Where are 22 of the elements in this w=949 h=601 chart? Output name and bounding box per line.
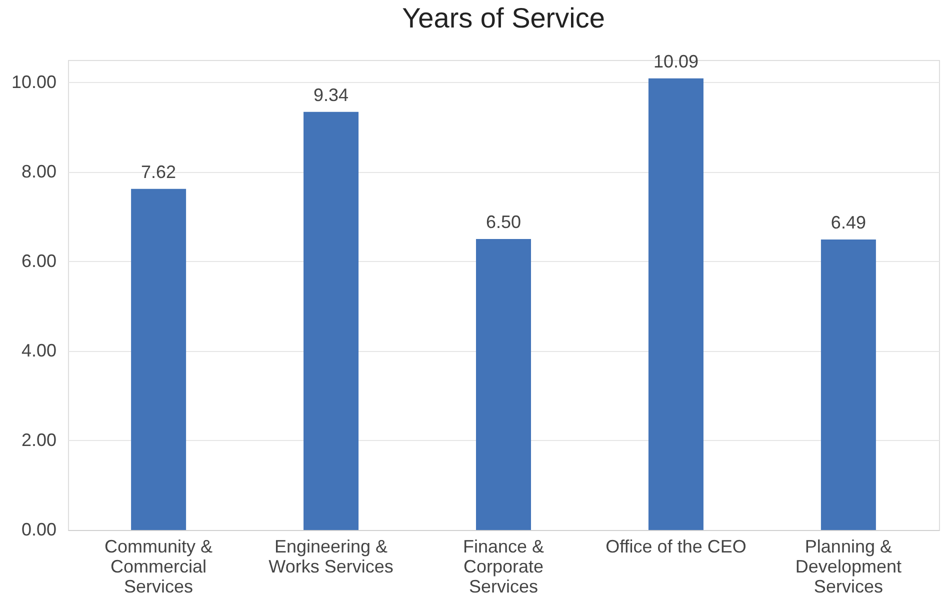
bar <box>131 188 186 530</box>
x-tick-label: Engineering & Works Services <box>268 536 394 576</box>
y-tick-label: 4.00 <box>21 340 56 360</box>
y-tick-label: 2.00 <box>21 430 56 450</box>
y-tick-label: 10.00 <box>11 72 56 92</box>
data-label: 10.09 <box>653 51 698 72</box>
bar <box>820 239 876 530</box>
x-tick-label: Office of the CEO <box>606 536 746 556</box>
chart-title: Years of Service <box>402 2 605 34</box>
x-tick-label: Planning & Development Services <box>795 536 902 596</box>
x-tick-label: Community & Commercial Services <box>104 536 213 596</box>
y-tick-label: 8.00 <box>21 161 56 182</box>
data-label: 9.34 <box>314 84 349 105</box>
bar <box>648 78 704 530</box>
bar <box>304 112 359 530</box>
y-tick-label: 0.00 <box>21 520 56 540</box>
y-tick-label: 6.00 <box>21 250 56 271</box>
x-tick-label: Finance & Corporate Services <box>462 536 544 596</box>
data-label: 6.49 <box>830 212 866 232</box>
bar <box>476 239 531 530</box>
data-label: 7.62 <box>141 162 176 182</box>
data-label: 6.50 <box>486 212 522 232</box>
